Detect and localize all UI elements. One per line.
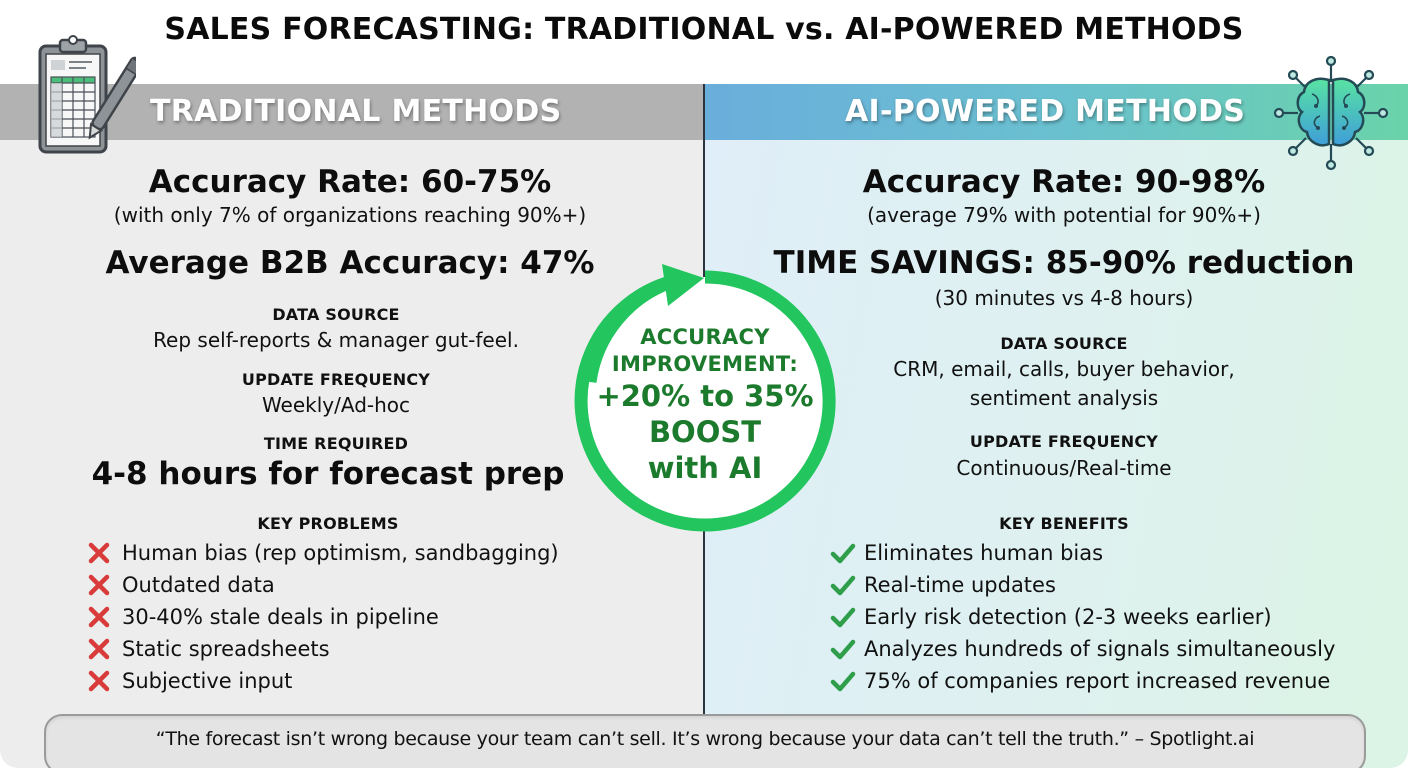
brain-network-icon [1273, 55, 1389, 171]
improvement-line5: with AI [647, 451, 763, 485]
problem-item: 30-40% stale deals in pipeline [88, 601, 559, 633]
quote-box: “The forecast isn’t wrong because your t… [44, 714, 1366, 768]
traditional-heading: TRADITIONAL METHODS [150, 94, 562, 129]
checkmark-icon [830, 638, 864, 660]
key-problems-list: Human bias (rep optimism, sandbagging) O… [88, 537, 559, 697]
traditional-data-source-label: DATA SOURCE [272, 305, 400, 324]
x-mark-icon [88, 670, 122, 692]
circular-arrow-icon [574, 264, 836, 532]
quote-text: “The forecast isn’t wrong because your t… [155, 728, 1255, 750]
traditional-update-frequency: Weekly/Ad-hoc [261, 393, 411, 417]
key-problems-label: KEY PROBLEMS [257, 514, 399, 533]
ai-accuracy-rate: Accuracy Rate: 90-98% [862, 164, 1266, 200]
improvement-line2: IMPROVEMENT: [611, 352, 799, 376]
x-mark-icon [88, 606, 122, 628]
ai-data-source-line1: CRM, email, calls, buyer behavior, [893, 357, 1235, 381]
problem-item: Outdated data [88, 569, 559, 601]
benefit-item: Early risk detection (2-3 weeks earlier) [830, 601, 1335, 633]
benefit-item: Eliminates human bias [830, 537, 1335, 569]
clipboard-spreadsheet-icon [38, 35, 136, 154]
traditional-time-required-label: TIME REQUIRED [263, 434, 409, 453]
checkmark-icon [830, 542, 864, 564]
problem-item: Static spreadsheets [88, 633, 559, 665]
traditional-update-frequency-label: UPDATE FREQUENCY [241, 370, 431, 389]
improvement-line1: ACCURACY [640, 325, 770, 349]
benefit-item: Real-time updates [830, 569, 1335, 601]
problem-item: Subjective input [88, 665, 559, 697]
checkmark-icon [830, 606, 864, 628]
ai-time-savings-note: (30 minutes vs 4-8 hours) [934, 286, 1194, 310]
improvement-range: +20% to 35% [596, 379, 814, 413]
problem-item: Human bias (rep optimism, sandbagging) [88, 537, 559, 569]
ai-header-band: AI-POWERED METHODS [705, 84, 1408, 140]
ai-data-source-label: DATA SOURCE [1000, 334, 1128, 353]
ai-update-frequency: Continuous/Real-time [956, 456, 1172, 480]
key-benefits-list: Eliminates human bias Real-time updates … [830, 537, 1335, 697]
checkmark-icon [830, 670, 864, 692]
benefit-item: 75% of companies report increased revenu… [830, 665, 1335, 697]
ai-heading: AI-POWERED METHODS [845, 94, 1246, 129]
checkmark-icon [830, 574, 864, 596]
traditional-data-source: Rep self-reports & manager gut-feel. [153, 328, 519, 352]
accuracy-improvement-badge: ACCURACY IMPROVEMENT: +20% to 35% BOOST … [566, 262, 844, 540]
x-mark-icon [88, 542, 122, 564]
ai-time-savings: TIME SAVINGS: 85-90% reduction [773, 245, 1355, 281]
traditional-accuracy-note: (with only 7% of organizations reaching … [113, 203, 587, 227]
benefit-item: Analyzes hundreds of signals simultaneou… [830, 633, 1335, 665]
page-title: SALES FORECASTING: TRADITIONAL vs. AI-PO… [164, 12, 1244, 47]
ai-data-source-line2: sentiment analysis [969, 386, 1159, 410]
ai-update-frequency-label: UPDATE FREQUENCY [969, 432, 1159, 451]
key-benefits-label: KEY BENEFITS [999, 514, 1129, 533]
traditional-accuracy-rate: Accuracy Rate: 60-75% [148, 164, 552, 200]
x-mark-icon [88, 638, 122, 660]
traditional-b2b-accuracy: Average B2B Accuracy: 47% [105, 245, 595, 281]
x-mark-icon [88, 574, 122, 596]
ai-accuracy-note: (average 79% with potential for 90%+) [867, 203, 1261, 227]
traditional-time-required: 4-8 hours for forecast prep [91, 456, 565, 492]
improvement-line4: BOOST [648, 415, 762, 449]
